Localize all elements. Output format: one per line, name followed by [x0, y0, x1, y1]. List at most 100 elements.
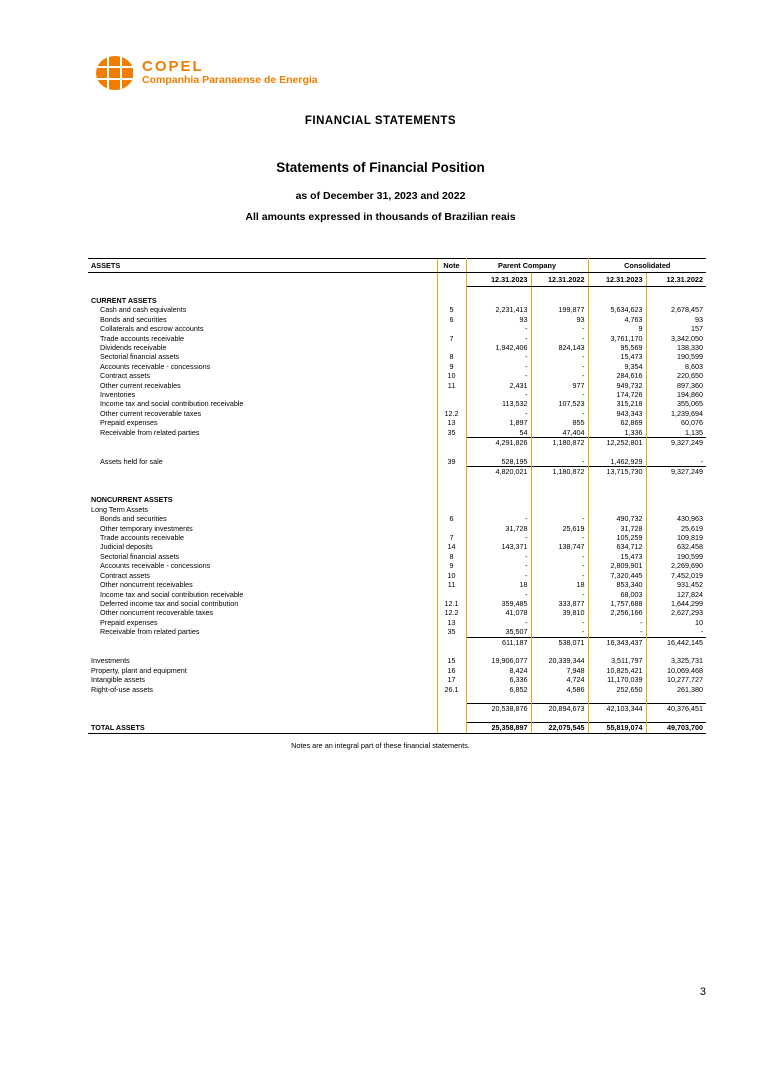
row-label: Income tax and social contribution recei… — [100, 399, 244, 409]
row-value: 528,195 — [466, 456, 532, 467]
row-note — [436, 342, 467, 353]
row-value — [466, 476, 532, 487]
row-value: 3,342,050 — [671, 333, 704, 343]
row-value: 853,340 — [587, 580, 647, 590]
row-value: 19,906,077 — [466, 656, 532, 666]
row-value — [587, 693, 647, 704]
row-value: 7,320,445 — [587, 570, 647, 581]
row-value: - — [582, 371, 585, 381]
logo-subtitle-text: Companhia Paranaense de Energia — [142, 74, 318, 87]
row-note: 7 — [436, 333, 467, 343]
row-label: Deferred income tax and social contribut… — [100, 598, 239, 608]
row-value — [587, 447, 647, 457]
row-value — [466, 713, 532, 723]
row-value: 9,327,249 — [646, 466, 707, 477]
row-note: 17 — [436, 675, 467, 685]
row-value — [531, 486, 588, 495]
row-value: 10,277,727 — [667, 675, 704, 685]
row-value: 15,473 — [587, 551, 647, 562]
row-value: 4,724 — [566, 675, 585, 685]
table-row: Judicial deposits 14 143,371 138,747 634,712… — [88, 542, 706, 552]
row-value: 220,650 — [677, 371, 704, 381]
row-note — [436, 447, 467, 457]
row-value: 2,627,293 — [671, 608, 704, 618]
row-note — [436, 713, 467, 723]
row-note: 13 — [436, 418, 467, 428]
row-value: 1,180,872 — [531, 437, 589, 448]
table-row: Investments 15 19,906,077 20,339,344 3,511,7… — [88, 656, 706, 666]
row-value: 190,599 — [677, 352, 704, 362]
row-value: 1,897 — [466, 418, 532, 428]
row-value — [466, 295, 532, 306]
table-row: Contract assets 10- -284,616 220,650 — [88, 371, 706, 381]
row-value: 10,825,421 — [587, 665, 647, 676]
row-value: 3,511,797 — [587, 656, 647, 666]
row-value: 68,003 — [587, 589, 647, 599]
row-value: - — [466, 617, 532, 628]
row-value: - — [582, 408, 585, 418]
row-note: 6 — [436, 514, 467, 524]
row-label: Bonds and securities — [100, 514, 167, 524]
row-value: 47,404 — [562, 427, 585, 437]
row-label: Sectorial financial assets — [100, 551, 180, 561]
row-label: TOTAL ASSETS — [88, 722, 437, 734]
row-label: Other noncurrent recoverable taxes — [100, 608, 214, 618]
row-value: 4,291,826 — [466, 437, 532, 448]
logo-brand-text: COPEL — [142, 57, 204, 75]
row-value: 1,239,694 — [671, 408, 704, 418]
row-label: Accounts receivable - concessions — [100, 561, 211, 571]
row-value: 931,452 — [677, 580, 704, 590]
row-value: 1,336 — [587, 427, 647, 438]
row-value — [587, 286, 647, 296]
table-header-row: ASSETS Note Parent Company Consolidated — [88, 258, 707, 273]
footer-note: Notes are an integral part of these fina… — [291, 741, 470, 750]
row-value: - — [466, 371, 532, 381]
row-value: 25,358,897 — [466, 722, 532, 734]
row-label — [88, 637, 437, 647]
row-value: 611,187 — [466, 636, 532, 647]
row-value: 15,473 — [587, 352, 647, 362]
row-value — [646, 477, 706, 486]
row-value: - — [582, 361, 585, 371]
row-value — [587, 486, 647, 496]
table-row: Prepaid expenses 13 1,897 855 62,869 60,076 — [88, 418, 706, 428]
row-value: 359,485 — [466, 598, 532, 609]
row-value: 62,869 — [587, 418, 647, 428]
row-note: 10 — [436, 371, 467, 381]
table-row: Accounts receivable - concessions 9- -9,35… — [88, 361, 706, 372]
row-value: 897,360 — [677, 380, 704, 390]
row-value: - — [582, 589, 585, 599]
row-value — [587, 495, 647, 505]
row-value: 824,143 — [558, 342, 585, 352]
row-value: 2,231,413 — [466, 305, 532, 315]
row-label: Assets held for sale — [100, 457, 163, 467]
empty-header-cell — [88, 273, 437, 287]
row-value — [587, 295, 647, 306]
table-row: TOTAL ASSETS 25,358,897 22,075,545 55,819,0… — [88, 722, 707, 734]
row-value: 54 — [466, 427, 532, 438]
page-number: 3 — [699, 986, 706, 998]
row-label: Intangible assets — [91, 675, 145, 685]
row-value — [466, 693, 532, 704]
row-value: 252,650 — [587, 684, 647, 694]
row-value — [531, 447, 588, 456]
assets-table-container: ASSETS Note Parent Company Consolidated … — [88, 258, 707, 734]
table-dates-row: 12.31.2023 12.31.2022 12.31.2023 12.31.2… — [88, 272, 707, 287]
table-row: Trade accounts receivable 7- -105,259 109,8… — [88, 533, 706, 543]
row-value: 8,424 — [466, 665, 532, 676]
table-row: Receivable from related parties 35 35,507 -… — [88, 627, 706, 638]
row-value: 943,343 — [587, 408, 647, 419]
row-label: Other current receivables — [100, 380, 181, 390]
table-row: Inventories - -174,726 194,860 — [88, 389, 706, 400]
table-row: Receivable from related parties 35 54 47,40… — [88, 427, 706, 438]
row-value — [531, 296, 588, 305]
row-value: 2,269,690 — [671, 561, 704, 571]
row-value: 138,747 — [558, 542, 585, 552]
row-value — [531, 694, 588, 703]
row-note — [436, 646, 467, 657]
row-value — [646, 495, 706, 504]
row-value: 8,603 — [685, 361, 704, 371]
row-value: 41,078 — [466, 608, 532, 618]
row-label: Contract assets — [100, 371, 150, 381]
row-note — [436, 693, 467, 704]
